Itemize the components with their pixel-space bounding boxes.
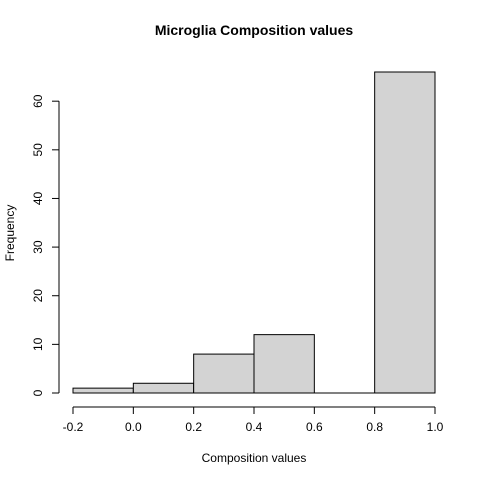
histogram-bar bbox=[72, 387, 134, 394]
y-tick-label: 10 bbox=[31, 337, 45, 351]
histogram-bar bbox=[374, 71, 436, 394]
x-tick-label: 1.0 bbox=[427, 420, 444, 434]
x-tick-label: 0.0 bbox=[125, 420, 142, 434]
x-tick-label: 0.6 bbox=[306, 420, 323, 434]
y-axis: 0 10 20 30 40 50 60 bbox=[31, 94, 60, 396]
y-tick-label: 60 bbox=[31, 94, 45, 108]
x-tick-label: 0.2 bbox=[185, 420, 202, 434]
x-tick-label: 0.8 bbox=[366, 420, 383, 434]
y-tick-label: 40 bbox=[31, 191, 45, 205]
y-tick-label: 30 bbox=[31, 240, 45, 254]
x-axis: -0.2 0.0 0.2 0.4 0.6 0.8 1.0 bbox=[63, 406, 444, 434]
x-tick-label: 0.4 bbox=[246, 420, 263, 434]
y-tick-label: 50 bbox=[31, 143, 45, 157]
y-tick-label: 20 bbox=[31, 289, 45, 303]
histogram-bar bbox=[193, 353, 255, 394]
histogram-bar bbox=[132, 382, 195, 394]
x-axis-label: Composition values bbox=[202, 451, 307, 465]
histogram-bar bbox=[253, 334, 315, 394]
bars-group bbox=[72, 71, 436, 394]
chart-title: Microglia Composition values bbox=[155, 22, 354, 38]
y-axis-label: Frequency bbox=[3, 205, 17, 262]
x-tick-label: -0.2 bbox=[63, 420, 84, 434]
y-tick-label: 0 bbox=[31, 389, 45, 396]
